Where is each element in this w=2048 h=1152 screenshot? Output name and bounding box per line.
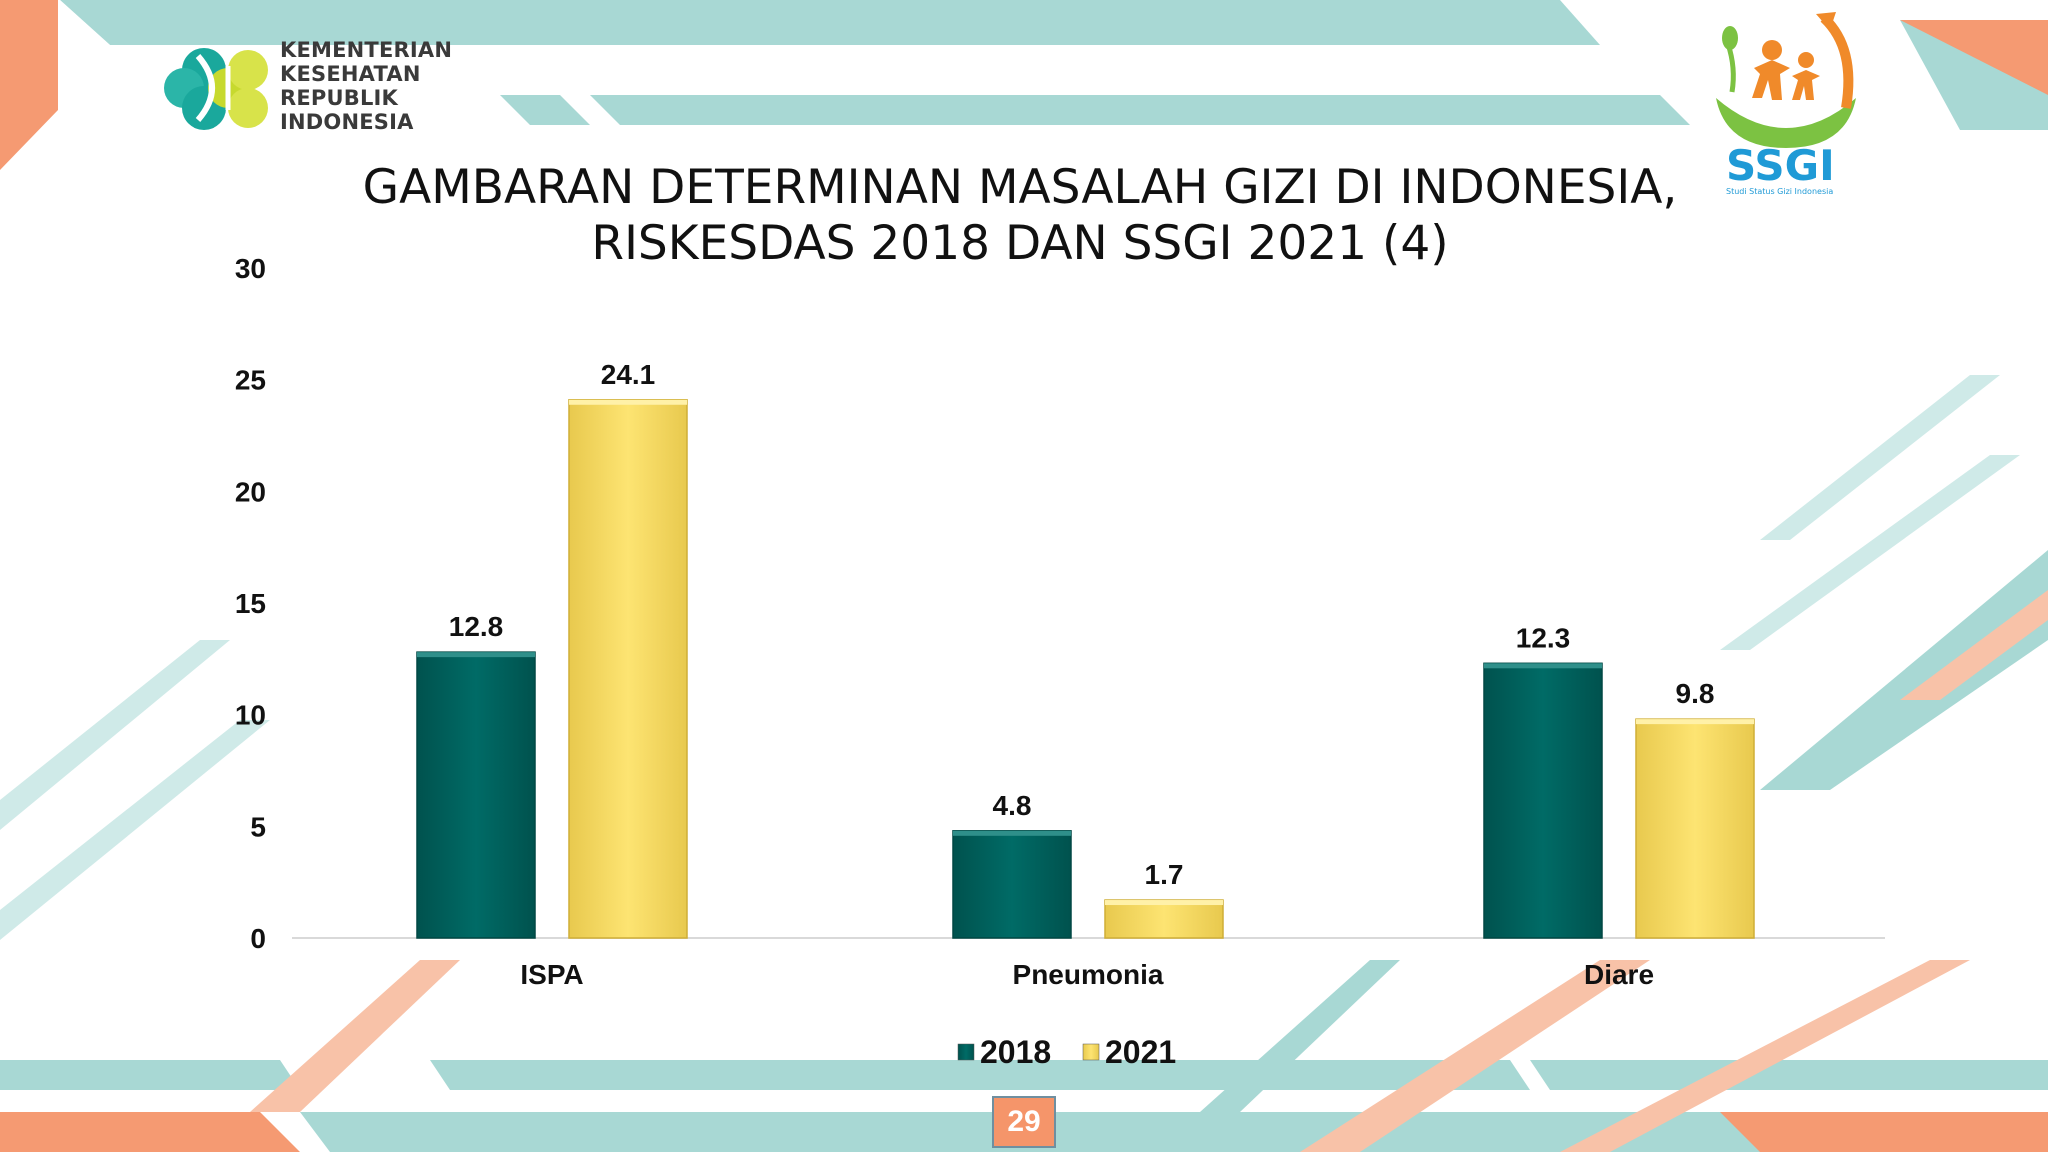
y-tick-label: 5: [250, 811, 266, 842]
y-tick-label: 20: [235, 476, 266, 507]
data-label: 1.7: [1145, 859, 1184, 890]
y-tick-label: 10: [235, 700, 266, 731]
bar-2021-ispa: [568, 399, 688, 939]
ministry-logo-text: KEMENTERIAN KESEHATAN REPUBLIK INDONESIA: [280, 38, 452, 134]
bar-top-bevel: [953, 830, 1071, 836]
bar-2021-diare: [1635, 718, 1755, 939]
ssgi-logo-tagline: Studi Status Gizi Indonesia: [1726, 187, 1833, 196]
ministry-logo-line: KESEHATAN: [280, 62, 421, 86]
data-label: 12.8: [449, 611, 504, 642]
data-label: 12.3: [1516, 622, 1571, 653]
bar-top-bevel: [417, 652, 535, 658]
bar-2021-pneumonia: [1104, 899, 1224, 939]
y-tick-label: 25: [235, 365, 266, 396]
data-label: 9.8: [1676, 678, 1715, 709]
ministry-logo-line: REPUBLIK: [280, 86, 399, 110]
legend-label: 2018: [980, 1034, 1051, 1070]
ssgi-bowl-family-logo-icon: SSGI Studi Status Gizi Indonesia: [1716, 12, 1856, 196]
bar-2018-ispa: [416, 651, 536, 939]
ministry-logo-line: INDONESIA: [280, 110, 414, 134]
chart-title: GAMBARAN DETERMINAN MASALAH GIZI DI INDO…: [320, 160, 1720, 272]
bar-top-bevel: [569, 399, 687, 405]
page-number: 29: [992, 1096, 1056, 1148]
bar-top-bevel: [1636, 719, 1754, 725]
chart-title-line1: GAMBARAN DETERMINAN MASALAH GIZI DI INDO…: [362, 160, 1678, 215]
x-category-label: Pneumonia: [1013, 959, 1164, 990]
y-tick-label: 15: [235, 588, 266, 619]
bar-2018-diare: [1483, 662, 1603, 939]
ssgi-logo-name: SSGI: [1726, 141, 1835, 190]
bar-top-bevel: [1484, 663, 1602, 669]
x-category-label: Diare: [1584, 959, 1654, 990]
legend-swatch: [1082, 1043, 1100, 1061]
bar-top-bevel: [1105, 900, 1223, 906]
x-category-label: ISPA: [520, 959, 583, 990]
y-tick-label: 0: [250, 923, 266, 954]
legend-label: 2021: [1105, 1034, 1176, 1070]
data-label: 24.1: [601, 359, 656, 390]
bar-2018-pneumonia: [952, 830, 1072, 939]
chart-title-line2: RISKESDAS 2018 DAN SSGI 2021 (4): [591, 216, 1449, 271]
data-label: 4.8: [993, 790, 1032, 821]
ministry-logo-line: KEMENTERIAN: [280, 38, 453, 62]
kemenkes-flower-logo-icon: [164, 48, 268, 130]
legend-swatch: [957, 1043, 975, 1061]
y-tick-label: 30: [235, 253, 266, 284]
